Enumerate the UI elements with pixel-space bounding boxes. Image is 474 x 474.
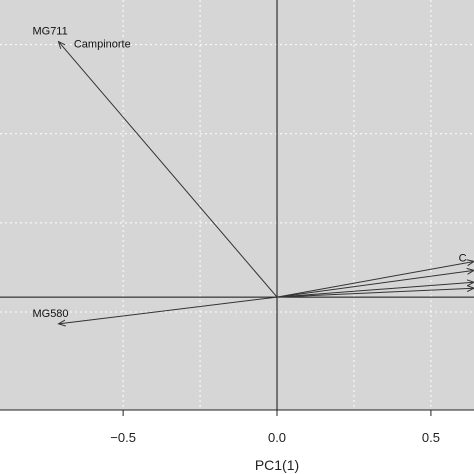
loading-vectors [58,42,474,324]
loading-vector [58,296,278,324]
x-tick-label: 0.0 [268,430,286,445]
reference-lines [0,0,474,410]
vector-labels: MG711 MG580 Campinorte C [32,26,466,320]
loading-vector [276,282,474,298]
loading-vector [58,42,278,298]
loading-vector [276,270,474,298]
x-tick-label: −0.5 [110,430,136,445]
loading-vector [276,288,474,298]
loading-vector [276,261,474,298]
annotation-label: Campinorte [74,39,131,51]
plot-panel [0,0,474,410]
x-axis-ticks: −0.5 0.0 0.5 [110,410,440,445]
x-tick-label: 0.5 [422,430,440,445]
annotation-label: C [459,252,467,264]
vector-label: MG711 [32,26,67,38]
vector-label: MG580 [32,308,68,320]
x-axis-title: PC1(1) [255,457,299,473]
